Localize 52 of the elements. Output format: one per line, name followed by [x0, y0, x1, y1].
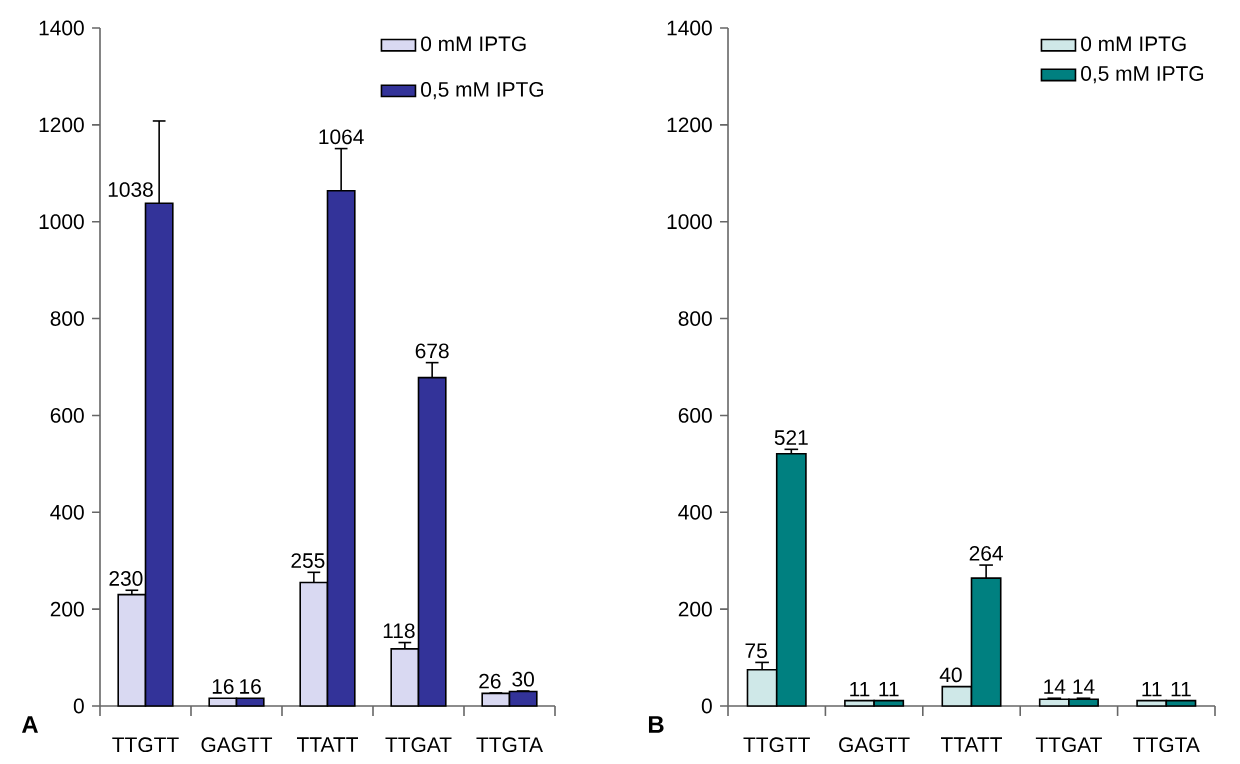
data-label: 11 — [850, 681, 870, 697]
data-label: 11 — [879, 681, 899, 697]
data-label: 14 — [1073, 679, 1095, 694]
data-label: 16 — [240, 679, 261, 694]
y-tick-label: 200 — [50, 601, 84, 617]
y-tick-label: 1200 — [39, 117, 84, 133]
data-label: 75 — [745, 643, 767, 659]
y-tick-label: 400 — [50, 504, 84, 520]
y-tick-label: 0 — [73, 698, 84, 714]
data-label: 264 — [969, 545, 1003, 561]
data-label: 1038 — [108, 182, 153, 197]
y-tick-label: 1200 — [667, 117, 712, 133]
legend-label: 0,5 mM IPTG — [421, 82, 544, 100]
y-tick-label: 1000 — [667, 214, 712, 230]
data-label: 678 — [415, 343, 449, 359]
x-tick-label: TTGAT — [385, 737, 452, 753]
x-tick-label: GAGTT — [201, 737, 273, 753]
data-label: 230 — [109, 571, 143, 586]
y-tick-label: 0 — [701, 698, 712, 714]
x-tick-label: TTGTT — [743, 737, 810, 753]
data-label: 118 — [383, 623, 415, 639]
x-tick-label: TTGTT — [112, 737, 179, 753]
data-label: 521 — [774, 430, 808, 445]
data-label: 14 — [1044, 679, 1066, 694]
data-label: 16 — [212, 679, 234, 694]
y-tick-label: 1400 — [39, 20, 84, 36]
data-label: 11 — [1171, 681, 1191, 697]
data-label: 30 — [512, 671, 534, 687]
x-tick-label: GAGTT — [839, 737, 910, 753]
text: A — [21, 716, 38, 733]
x-tick-label: TTGAT — [1035, 737, 1102, 753]
legend-label: 0,5 mM IPTG — [1081, 66, 1204, 84]
data-label: 1064 — [319, 129, 364, 145]
y-tick-label: 800 — [678, 311, 712, 326]
legend-label: 0 mM IPTG — [421, 36, 526, 52]
y-tick-label: 600 — [50, 408, 84, 423]
data-label: 255 — [291, 553, 325, 568]
y-tick-label: 200 — [678, 601, 712, 617]
text: B — [648, 716, 664, 733]
data-label: 40 — [939, 667, 962, 683]
x-tick-label: TTATT — [296, 737, 358, 752]
x-tick-label: TTATT — [940, 737, 1003, 752]
y-tick-label: 800 — [50, 311, 84, 326]
legend-label: 0 mM IPTG — [1081, 36, 1186, 52]
y-tick-label: 400 — [678, 504, 712, 520]
y-tick-label: 600 — [678, 408, 712, 423]
data-label: 11 — [1142, 681, 1162, 697]
x-tick-label: TTGTA — [476, 737, 543, 753]
y-tick-label: 1400 — [667, 20, 712, 36]
y-tick-label: 1000 — [39, 214, 84, 230]
data-label: 26 — [479, 673, 501, 689]
x-tick-label: TTGTA — [1133, 737, 1200, 753]
